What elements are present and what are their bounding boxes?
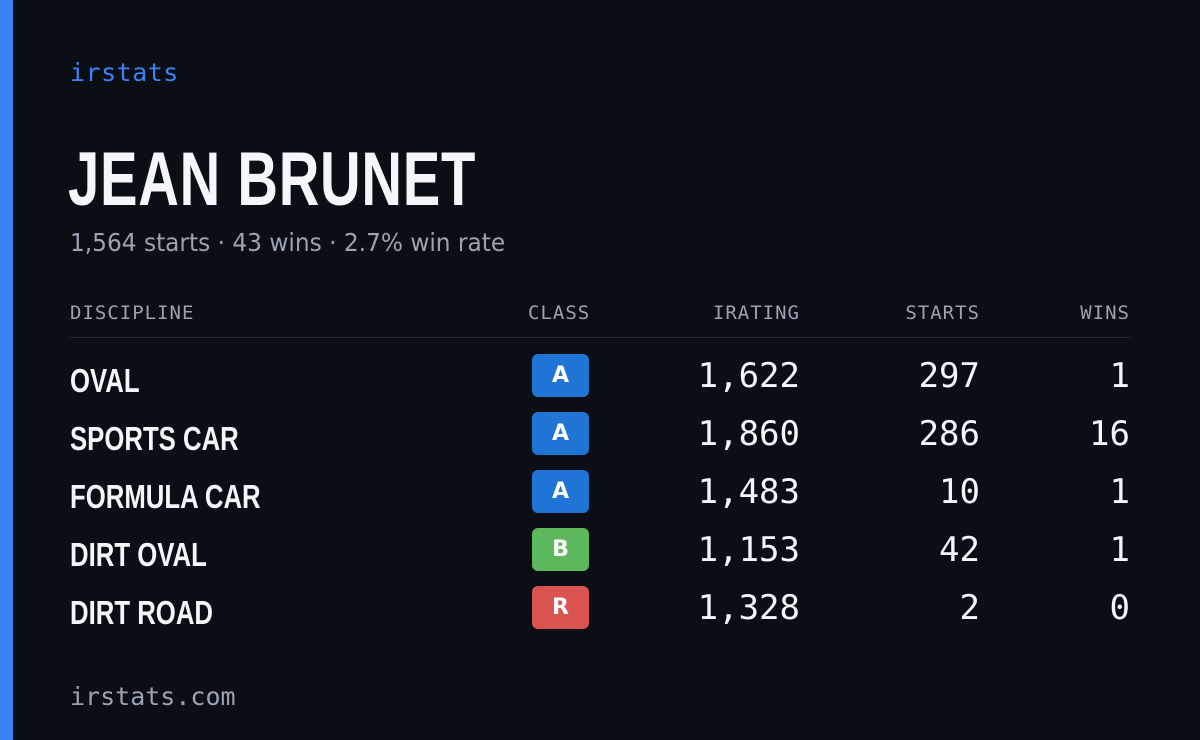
row-wins: 0 [1109,588,1130,628]
row-discipline: DIRT ROAD [70,594,213,631]
table-row: DIRT OVAL B 1,153 42 1 [70,528,1130,586]
header-irating: IRATING [712,302,800,324]
header-class: CLASS [528,302,591,324]
row-discipline: DIRT OVAL [70,536,207,573]
row-wins: 16 [1089,414,1130,454]
header-starts: STARTS [905,302,980,324]
footer-url: irstats.com [70,682,236,711]
row-starts: 2 [959,588,980,628]
table-row: OVAL A 1,622 297 1 [70,354,1130,412]
class-badge: A [532,354,589,397]
row-starts: 42 [939,530,980,570]
row-irating: 1,328 [697,588,800,628]
row-irating: 1,860 [697,414,800,454]
driver-name: JEAN BRUNET [68,137,477,222]
table-row: DIRT ROAD R 1,328 2 0 [70,586,1130,644]
accent-bar [0,0,13,740]
row-discipline: FORMULA CAR [70,478,261,515]
class-badge: B [532,528,589,571]
row-discipline: SPORTS CAR [70,420,239,457]
row-starts: 286 [918,414,980,454]
row-wins: 1 [1109,472,1130,512]
class-badge: A [532,470,589,513]
row-irating: 1,483 [697,472,800,512]
table-row: SPORTS CAR A 1,860 286 16 [70,412,1130,470]
table-header: DISCIPLINE CLASS IRATING STARTS WINS [70,300,1130,338]
row-irating: 1,153 [697,530,800,570]
row-discipline: OVAL [70,362,140,399]
table-row: FORMULA CAR A 1,483 10 1 [70,470,1130,528]
class-badge: A [532,412,589,455]
row-starts: 297 [918,356,980,396]
header-discipline: DISCIPLINE [70,302,195,324]
row-wins: 1 [1109,356,1130,396]
row-wins: 1 [1109,530,1130,570]
driver-summary: 1,564 starts · 43 wins · 2.7% win rate [70,228,506,257]
brand-logo: irstats [70,58,179,87]
class-badge: R [532,586,589,629]
row-starts: 10 [939,472,980,512]
row-irating: 1,622 [697,356,800,396]
header-wins: WINS [1080,302,1130,324]
